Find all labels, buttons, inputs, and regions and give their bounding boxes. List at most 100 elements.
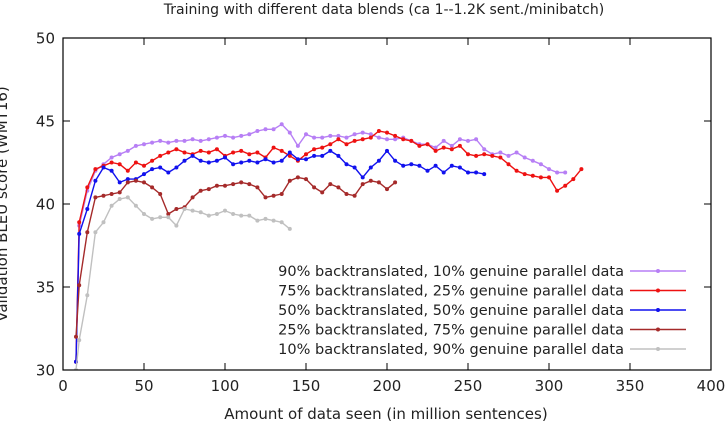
data-point [77, 231, 82, 236]
x-tick-label: 50 [134, 377, 153, 395]
data-point [166, 140, 171, 145]
data-point [457, 165, 462, 170]
data-point [206, 160, 211, 165]
data-point [214, 147, 219, 152]
data-point [198, 148, 203, 153]
legend-swatch-point [656, 327, 660, 332]
legend-label: 50% backtranslated, 50% genuine parallel… [278, 303, 624, 319]
data-point [506, 153, 511, 158]
data-point [214, 135, 219, 140]
axis-ticks [62, 37, 712, 371]
series-line [75, 130, 582, 362]
data-point [198, 188, 203, 193]
data-point [474, 170, 479, 175]
data-point [77, 283, 82, 288]
legend-swatch-point [656, 347, 660, 351]
data-point [109, 203, 114, 208]
data-point [287, 226, 292, 231]
data-point [287, 178, 292, 183]
data-point [93, 230, 98, 235]
data-point [174, 223, 179, 228]
data-point [223, 155, 227, 160]
data-point [182, 207, 187, 211]
data-point [530, 158, 535, 163]
data-point [190, 153, 195, 158]
data-point [150, 216, 155, 221]
data-point [320, 190, 325, 195]
data-point [547, 175, 551, 180]
data-point [158, 153, 163, 158]
data-point [344, 142, 349, 147]
data-point [336, 153, 341, 158]
data-point [279, 122, 284, 127]
data-point [214, 212, 219, 216]
data-point [368, 135, 373, 140]
data-point [125, 195, 130, 200]
data-point [279, 148, 284, 153]
data-point [360, 175, 365, 180]
data-point [312, 185, 317, 190]
data-point [271, 127, 276, 132]
data-point [352, 132, 357, 137]
data-point [295, 143, 300, 148]
data-point [198, 158, 203, 163]
data-point [206, 213, 211, 218]
data-point [368, 178, 373, 183]
legend-item: 75% backtranslated, 25% genuine parallel… [278, 284, 686, 300]
data-point [117, 190, 122, 195]
data-point [506, 162, 511, 167]
data-point [295, 157, 300, 162]
data-point [174, 138, 179, 143]
data-point [271, 218, 276, 223]
data-point [231, 150, 236, 155]
data-point [166, 150, 171, 155]
data-point [117, 162, 122, 167]
data-point [385, 148, 389, 153]
data-point [409, 162, 414, 167]
data-point [376, 180, 381, 185]
data-point [231, 212, 236, 216]
x-tick-label: 350 [616, 377, 645, 395]
data-point [174, 147, 179, 152]
data-point [142, 172, 146, 177]
data-point [239, 133, 244, 138]
data-point [522, 172, 527, 177]
data-point [206, 150, 211, 155]
x-tick-label: 0 [58, 377, 68, 395]
data-point [312, 147, 317, 152]
data-point [223, 133, 227, 138]
legend-swatch-point [656, 308, 660, 312]
series-line [75, 196, 291, 370]
data-point [142, 180, 146, 185]
data-point [109, 192, 114, 196]
data-point [223, 183, 227, 188]
series-4 [74, 175, 398, 339]
data-point [133, 203, 138, 208]
data-point [441, 138, 446, 143]
data-point [563, 170, 568, 175]
data-point [376, 158, 381, 163]
data-point [287, 130, 292, 135]
data-point [93, 195, 98, 200]
x-tick-label: 300 [535, 377, 564, 395]
data-point [555, 170, 560, 175]
data-point [198, 210, 203, 215]
data-point [125, 168, 130, 173]
data-point [223, 208, 227, 213]
data-point [206, 137, 211, 142]
data-point [433, 145, 438, 150]
y-tick-labels: 30 35 40 45 50 [36, 30, 55, 380]
data-point [158, 192, 163, 196]
data-point [401, 163, 406, 168]
data-point [166, 170, 171, 175]
data-point [441, 170, 446, 175]
x-tick-label: 100 [211, 377, 240, 395]
data-point [142, 142, 146, 147]
data-point [417, 163, 422, 168]
data-point [514, 150, 519, 155]
data-point [142, 163, 146, 168]
data-point [101, 220, 106, 225]
data-point [133, 160, 138, 165]
x-tick-label: 400 [697, 377, 726, 395]
data-point [287, 153, 292, 158]
